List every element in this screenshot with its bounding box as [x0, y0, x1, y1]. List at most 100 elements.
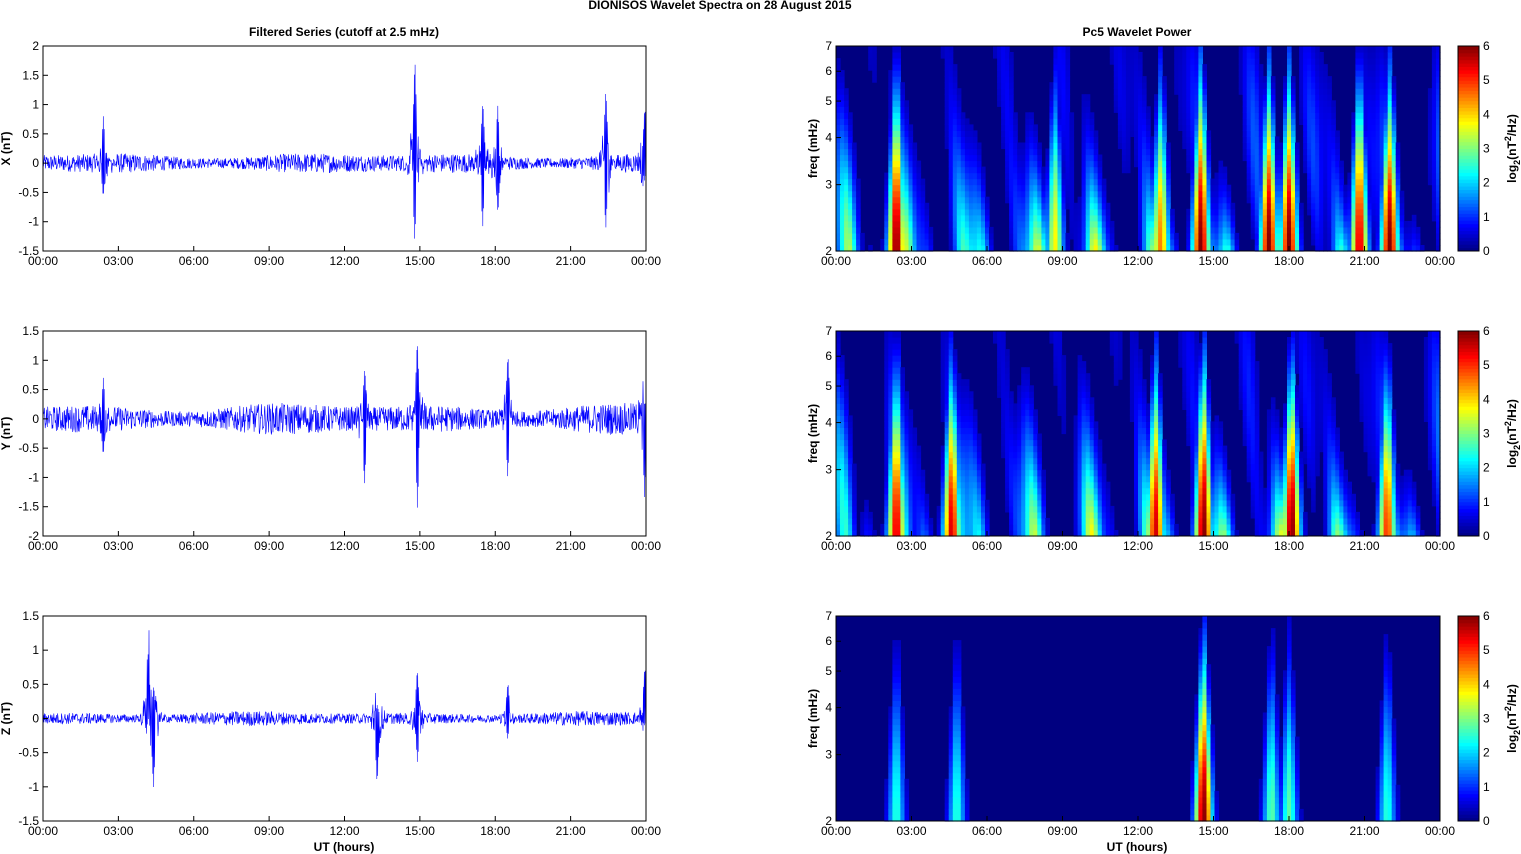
heatmap-cell [1081, 523, 1087, 531]
heatmap-cell [1053, 76, 1058, 83]
heatmap-cell [1154, 172, 1159, 180]
heatmap-cell [836, 124, 841, 131]
heatmap-cell [912, 154, 918, 162]
heatmap-cell [1170, 220, 1175, 228]
heatmap-cell [1198, 148, 1203, 156]
heatmap-cell [848, 415, 853, 422]
heatmap-cell [1387, 136, 1393, 143]
heatmap-cell [1138, 142, 1143, 150]
heatmap-cell [1287, 58, 1292, 65]
heatmap-cell [1154, 373, 1159, 380]
heatmap-cell [1278, 214, 1284, 222]
heatmap-cell [1013, 493, 1018, 501]
heatmap-cell [904, 238, 910, 246]
heatmap-cell [1262, 160, 1268, 168]
heatmap-cell [868, 46, 873, 53]
heatmap-cell [1431, 208, 1437, 216]
heatmap-cell [1178, 106, 1183, 113]
heatmap-cell [1061, 172, 1067, 180]
heatmap-cell [1033, 530, 1038, 537]
heatmap-cell [904, 499, 910, 507]
heatmap-cell [1057, 70, 1063, 77]
heatmap-cell [916, 238, 922, 246]
heatmap-cell [1029, 523, 1034, 531]
heatmap-cell [956, 88, 962, 95]
heatmap-cell [985, 220, 990, 228]
heatmap-cell [1073, 487, 1079, 495]
heatmap-cell [1391, 100, 1397, 107]
heatmap-cell [1262, 136, 1268, 143]
heatmap-cell [1202, 409, 1207, 416]
heatmap-cell [964, 184, 970, 192]
heatmap-cell [840, 214, 845, 222]
heatmap-cell [1182, 136, 1187, 143]
heatmap-cell [1033, 172, 1038, 180]
heatmap-cell [1138, 196, 1143, 204]
heatmap-cell [948, 64, 954, 71]
heatmap-cell [1105, 481, 1111, 489]
ts-xtick-label: 12:00 [329, 254, 359, 268]
heatmap-cell [1274, 142, 1280, 150]
heatmap-cell [1041, 190, 1046, 198]
heatmap-cell [868, 52, 873, 59]
heatmap-cell [1077, 523, 1083, 531]
heatmap-cell [1081, 385, 1087, 392]
heatmap-cell [1162, 196, 1167, 204]
heatmap-cell [848, 469, 853, 477]
heatmap-cell [1359, 82, 1365, 89]
heatmap-cell [956, 202, 962, 210]
heatmap-cell [1359, 148, 1365, 156]
heatmap-cell [1287, 106, 1292, 113]
heatmap-cell [1061, 214, 1067, 222]
heatmap-cell [1138, 118, 1143, 125]
heatmap-cell [960, 142, 966, 150]
heatmap-cell [944, 421, 950, 428]
heatmap-cell [896, 415, 901, 422]
heatmap-cell [1379, 245, 1385, 252]
heatmap-cell [1113, 355, 1119, 362]
heatmap-cell [1295, 166, 1300, 174]
heatmap-cell [956, 379, 962, 386]
heatmap-cell [1178, 355, 1183, 362]
heatmap-cell [1387, 82, 1393, 89]
heatmap-cell [1287, 226, 1292, 234]
heatmap-cell [900, 391, 905, 398]
heatmap-cell [976, 196, 982, 204]
heatmap-cell [1101, 238, 1107, 246]
heatmap-cell [993, 337, 998, 344]
heatmap-cell [1089, 493, 1095, 501]
heatmap-cell [1162, 118, 1167, 125]
heatmap-cell [1109, 523, 1115, 531]
heatmap-cell [1274, 148, 1280, 156]
heatmap-cell [1138, 355, 1143, 362]
heatmap-cell [1009, 238, 1014, 246]
heatmap-cell [1375, 160, 1381, 168]
heatmap-cell [1206, 238, 1212, 246]
heatmap-cell [1371, 196, 1377, 204]
heatmap-cell [848, 463, 853, 471]
heatmap-cell [968, 214, 974, 222]
heatmap-cell [960, 238, 966, 246]
heatmap-cell [1117, 88, 1123, 95]
heatmap-cell [892, 415, 897, 422]
heatmap-cell [1278, 184, 1284, 192]
heatmap-cell [896, 226, 901, 234]
heatmap-cell [1355, 76, 1360, 83]
heatmap-cell [964, 136, 970, 143]
heatmap-cell [1262, 124, 1268, 131]
heatmap-cell [960, 166, 966, 174]
heatmap-cell [1206, 208, 1212, 216]
heatmap-cell [904, 463, 910, 471]
heatmap-cell [1327, 172, 1332, 180]
heatmap-cell [1061, 148, 1067, 156]
heatmap-cell [1427, 160, 1433, 168]
heatmap-cell [1033, 421, 1038, 428]
heatmap-cell [848, 154, 853, 162]
heatmap-cell [1270, 238, 1276, 246]
heatmap-cell [1339, 190, 1344, 198]
heatmap-cell [968, 493, 974, 501]
heatmap-cell [1194, 70, 1199, 77]
heatmap-cell [1093, 463, 1099, 471]
heatmap-cell [1158, 94, 1163, 101]
heatmap-cell [1363, 154, 1369, 162]
